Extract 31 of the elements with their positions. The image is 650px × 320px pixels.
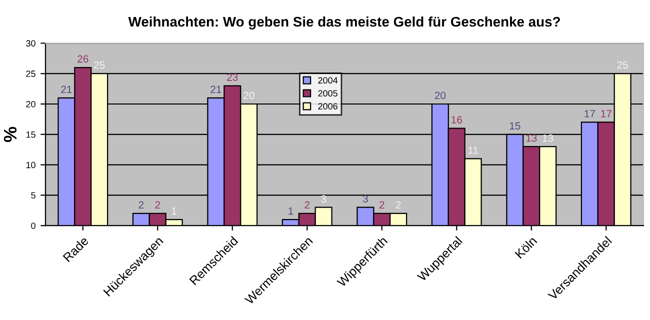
data-label: 2	[380, 201, 384, 208]
data-label: 15	[510, 122, 520, 130]
data-label: 17	[584, 110, 595, 118]
chart-title: Weihnachten: Wo geben Sie das meiste Geld für Geschenke aus?	[128, 16, 560, 30]
data-label: 3	[362, 195, 368, 203]
y-tick-label: 15	[26, 131, 36, 138]
legend-label: 2005	[318, 90, 338, 97]
data-label: 13	[542, 134, 554, 142]
data-label: 16	[452, 116, 462, 124]
y-tick-label: 5	[31, 192, 36, 199]
legend-label: 2004	[318, 77, 338, 84]
data-label: 2	[155, 201, 160, 208]
data-label: 2	[138, 201, 144, 208]
data-label: 2	[304, 201, 310, 208]
y-tick-label: 20	[26, 100, 36, 108]
y-tick-label: 10	[26, 162, 36, 168]
data-label: 3	[321, 195, 326, 203]
legend-label: 2006	[318, 103, 338, 110]
x-tick-label: Köln	[514, 236, 538, 259]
data-label: 13	[526, 134, 537, 142]
y-axis-title: %	[4, 126, 17, 142]
data-label: 23	[227, 74, 238, 81]
y-tick-label: 0	[31, 222, 36, 229]
data-label: 1	[288, 207, 294, 215]
data-label: 17	[601, 110, 612, 118]
data-label: 20	[434, 92, 446, 100]
data-label: 21	[61, 86, 72, 93]
data-label: 21	[210, 86, 222, 93]
y-tick-label: 25	[26, 70, 36, 77]
data-label: 26	[78, 55, 88, 63]
y-tick-label: 30	[26, 40, 36, 47]
